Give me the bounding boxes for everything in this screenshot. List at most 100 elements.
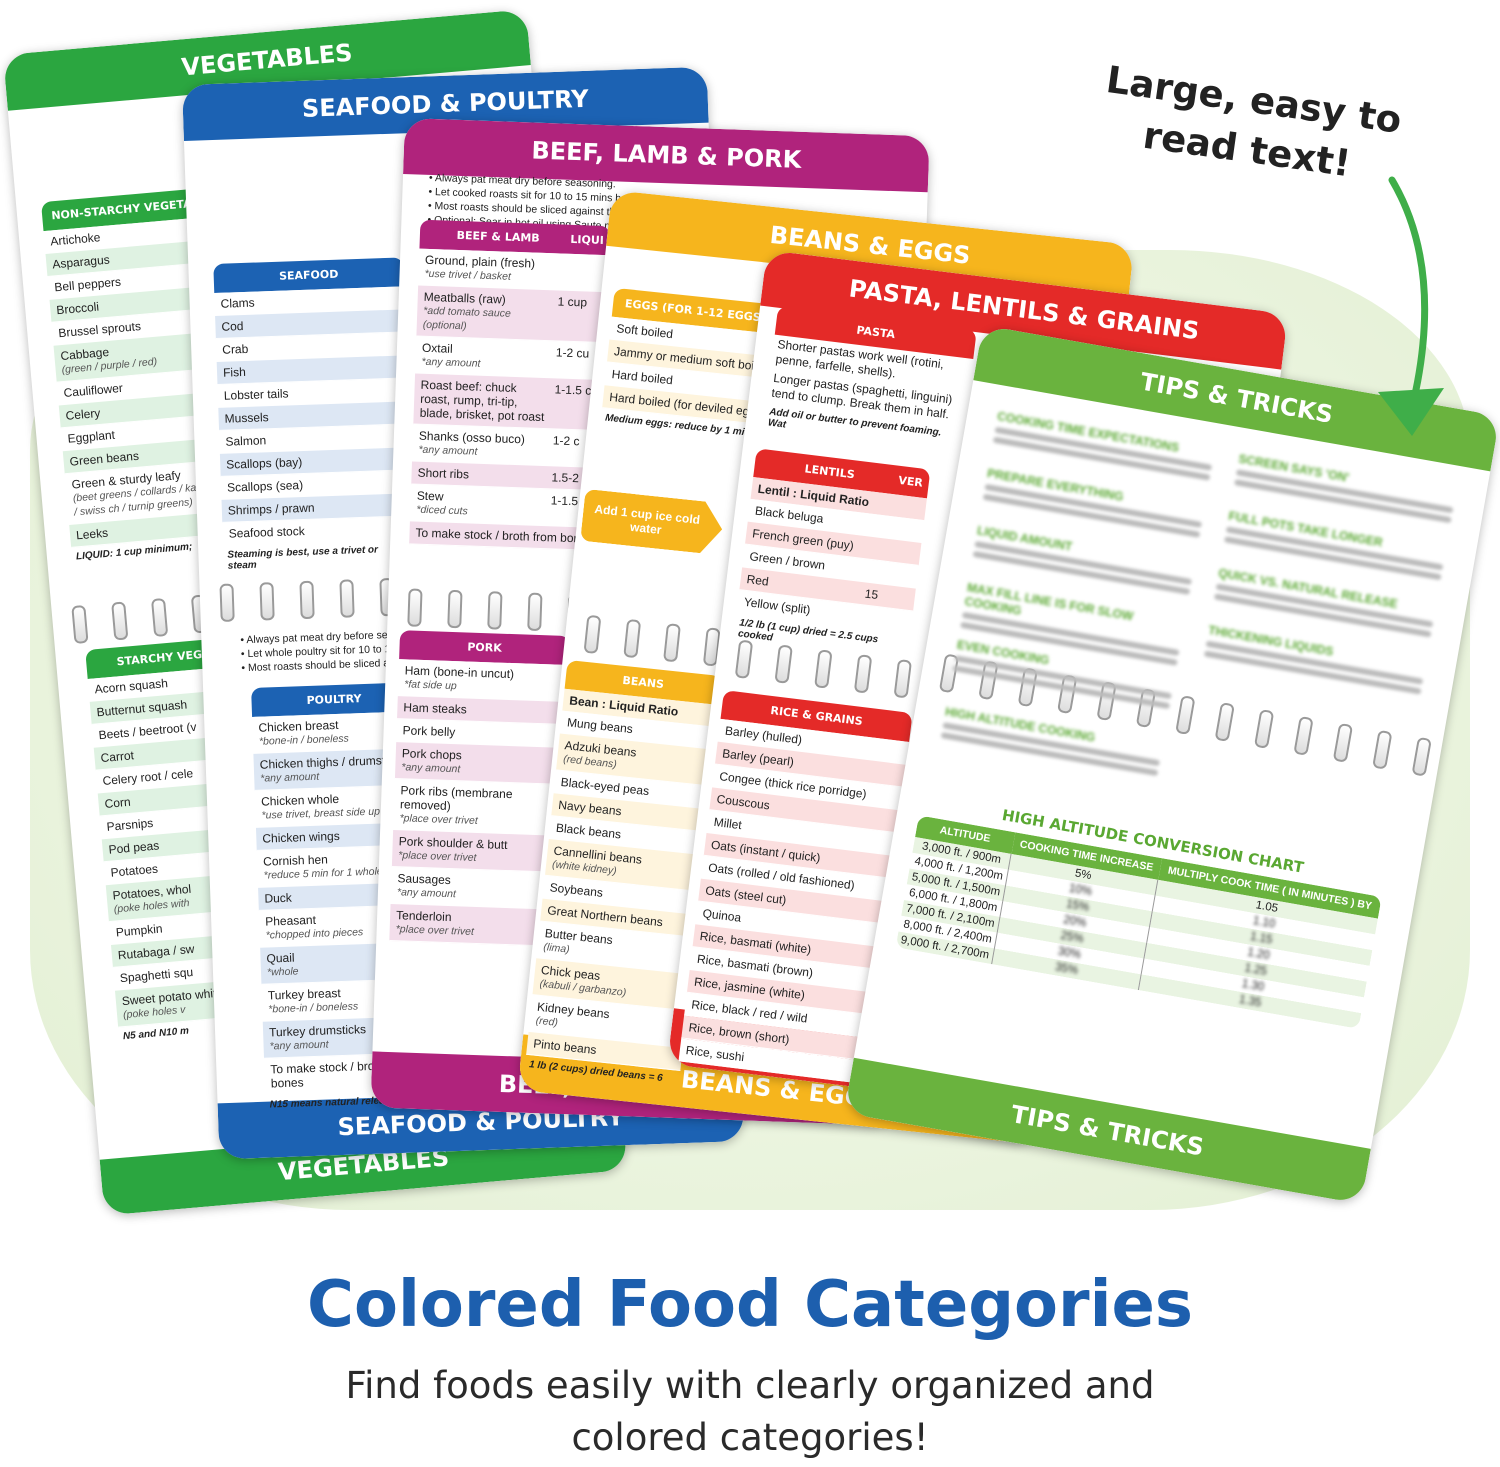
headline: Colored Food Categories — [307, 1268, 1193, 1342]
binding-ring — [259, 582, 275, 621]
column-header: LIQUI — [570, 232, 605, 248]
card-section: SEAFOOD Clams Cod Crab Fish Lobster tails Muss… — [213, 257, 414, 575]
food-name: Butternut squash — [96, 697, 188, 720]
food-name: Bell peppers — [53, 274, 122, 295]
food-name: Fish — [222, 364, 246, 380]
binding-ring — [447, 589, 463, 629]
food-name: Broccoli — [55, 299, 100, 318]
food-name: Mussels — [224, 410, 269, 426]
section-title: BEEF & LAMB — [456, 228, 540, 245]
food-cell: Sausages *any amount — [397, 871, 556, 904]
card-section: PASTA Shorter pastas work well (rotini, p… — [763, 305, 977, 456]
food-name: Pod peas — [108, 838, 160, 857]
binding-ring — [407, 588, 423, 627]
food-cell: Mussels — [224, 406, 402, 426]
food-name: Couscous — [715, 792, 771, 813]
food-name: Salmon — [225, 433, 267, 449]
binding-ring — [663, 623, 681, 663]
food-name: Shrimps / prawn — [227, 500, 315, 518]
food-name: Pork ribs (membrane removed) — [399, 783, 513, 814]
food-note: *place over trivet — [399, 812, 478, 827]
column-header: VER — [897, 473, 924, 490]
food-cell: Tenderloin *place over trivet — [395, 908, 554, 941]
binding-ring — [814, 649, 833, 689]
food-name: Mung beans — [566, 715, 634, 737]
food-cell: Scallops (bay) — [226, 451, 404, 472]
food-name: Green beans — [69, 448, 140, 469]
food-note: *any amount — [396, 886, 457, 901]
binding-ring — [1253, 709, 1275, 749]
liquid-amount: 1 cup — [557, 294, 588, 310]
food-cell: Pork chops *any amount — [401, 746, 560, 779]
food-name: Stew — [416, 488, 444, 504]
food-name: Pinto beans — [532, 1036, 598, 1058]
food-cell: To make stock / broth from bones — [415, 526, 593, 546]
food-cell: Clams — [220, 291, 398, 311]
food-cell: Shrimps / prawn — [227, 497, 406, 518]
food-cell: Scallops (sea) — [227, 474, 405, 495]
food-note: *add tomato sauce (optional) — [422, 304, 512, 333]
binding-ring — [1372, 729, 1393, 770]
binding-ring — [71, 604, 89, 645]
binding-ring — [1293, 715, 1314, 756]
food-name: Crab — [222, 341, 249, 357]
food-name: Short ribs — [417, 465, 470, 482]
food-name: Cod — [221, 319, 244, 334]
food-note: *place over trivet — [398, 849, 477, 864]
food-row: Pork ribs (membrane removed) *place over … — [393, 779, 565, 836]
food-name: Pumpkin — [115, 921, 164, 940]
food-name: Acorn squash — [94, 676, 169, 697]
binding-ring — [853, 654, 873, 694]
food-cell: Ground, plain (fresh) *use trivet / baske… — [424, 253, 603, 287]
altitude-chart: HIGH ALTITUDE CONVERSION CHART ALTITUDE CO… — [895, 792, 1386, 1029]
binding-ring — [1175, 695, 1196, 735]
food-cell: Meatballs (raw) *add tomato sauce (option… — [423, 290, 552, 336]
food-name: Celery — [65, 405, 101, 423]
food-name: Black beluga — [754, 503, 825, 526]
food-name: Seafood stock — [228, 523, 305, 541]
binding-ring — [1214, 702, 1235, 742]
callout-arrow — [1378, 176, 1444, 436]
card-section: LENTILS VER Lentil : Liquid Ratio Black bel… — [733, 448, 931, 664]
food-note: *any amount — [418, 443, 478, 458]
liquid-amount: 15 — [864, 586, 879, 603]
food-cell: Stew *diced cuts — [416, 489, 545, 521]
food-name: Barley (pearl) — [721, 746, 795, 770]
food-name: Cauliflower — [63, 380, 124, 400]
section-title: SEAFOOD — [278, 267, 339, 283]
food-name: Parsnips — [106, 815, 154, 834]
food-row: Pork shoulder & butt *place over trivet — [391, 830, 564, 873]
food-name: Soft boiled — [615, 321, 674, 342]
binding-ring — [893, 659, 913, 699]
food-row: Roast beef: chuck roast, rump, tri-tip, … — [413, 373, 605, 432]
instruction-callout: Add 1 cup ice cold water — [580, 489, 725, 555]
section-title: PORK — [467, 640, 502, 655]
food-name: Leeks — [75, 525, 109, 543]
food-row: Meatballs (raw) *add tomato sauce (option… — [416, 285, 609, 344]
food-name: Eggplant — [67, 427, 116, 446]
subheadline-line: colored categories! — [571, 1416, 929, 1459]
food-name: Asparagus — [51, 252, 111, 272]
food-name: Potatoes — [110, 861, 159, 880]
food-note: *place over trivet — [395, 923, 475, 938]
food-name: Scallops (bay) — [226, 455, 303, 472]
food-cell: Salmon — [225, 428, 403, 448]
food-name: Corn — [104, 794, 132, 811]
binding-ring — [339, 579, 355, 618]
food-name: Roast beef: chuck roast, rump, tri-tip, … — [419, 377, 545, 425]
food-cell: Roast beef: chuck roast, rump, tri-tip, … — [419, 378, 548, 424]
food-cell: Cod — [221, 314, 399, 334]
food-name: Ham steaks — [403, 700, 467, 717]
food-name: Black beans — [555, 820, 622, 842]
food-name: Beets / beetroot (v — [98, 719, 197, 743]
food-name: Carrot — [100, 748, 135, 766]
food-name: Brussel sprouts — [57, 319, 142, 341]
binding-ring — [1411, 736, 1432, 777]
binding-ring — [111, 601, 129, 641]
food-cell: Fish — [223, 360, 401, 380]
food-name: Duck — [264, 890, 293, 906]
food-cell: Pork ribs (membrane removed) *place over … — [399, 783, 558, 830]
food-name: Oxtail — [421, 340, 453, 356]
food-cell: Oxtail *any amount — [421, 341, 550, 373]
binding-ring — [623, 618, 642, 659]
